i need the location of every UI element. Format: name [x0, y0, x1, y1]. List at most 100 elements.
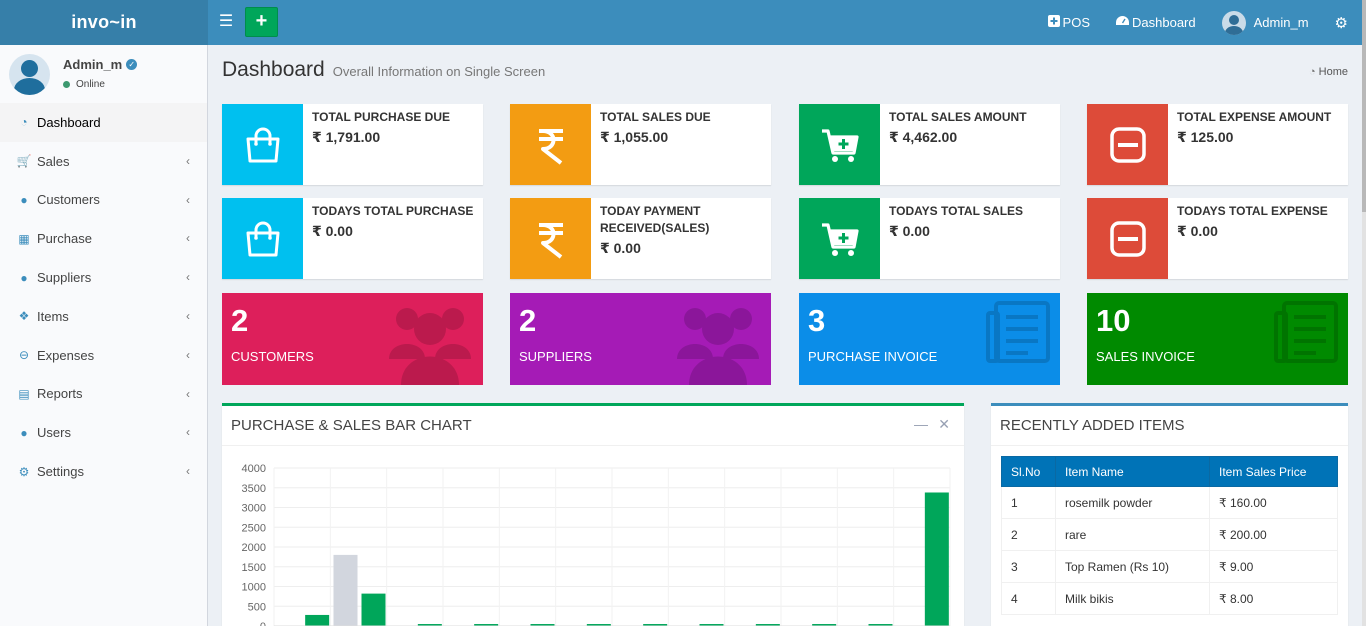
stat-box[interactable]: 2 SUPPLIERS: [510, 293, 771, 385]
page-scrollbar[interactable]: [1362, 0, 1366, 626]
table-cell: 3: [1001, 550, 1056, 583]
grid-icon: ▦: [18, 231, 30, 246]
y-tick-label: 3000: [242, 503, 266, 515]
sidebar-item-label: Purchase: [37, 231, 92, 247]
top-navbar: ☰ + POS Dashboard Admin_m ⚙: [208, 0, 1366, 45]
sidebar-item-dashboard[interactable]: ◔ Dashboard: [0, 103, 207, 142]
y-tick-label: 1000: [242, 582, 266, 594]
stat-label: PURCHASE INVOICE: [808, 349, 938, 364]
info-box: TOTAL EXPENSE AMOUNT ₹ 125.00: [1087, 104, 1348, 185]
sidebar-item-label: Settings: [37, 464, 84, 480]
sidebar-item-reports[interactable]: ▤ Reports ‹: [0, 375, 207, 414]
stat-box[interactable]: 2 CUSTOMERS: [222, 293, 483, 385]
recent-items-panel: RECENTLY ADDED ITEMS Sl.No Item Name Ite…: [991, 403, 1348, 626]
app-logo[interactable]: invo~in: [0, 0, 208, 45]
stat-box[interactable]: 3 PURCHASE INVOICE: [799, 293, 1060, 385]
chevron-left-icon: ‹: [186, 386, 190, 401]
menu-toggle-icon[interactable]: ☰: [218, 13, 234, 30]
sidebar-item-expenses[interactable]: ⊖ Expenses ‹: [0, 336, 207, 375]
user-plus-icon: ●: [20, 270, 28, 285]
sidebar-item-items[interactable]: ❖ Items ‹: [0, 297, 207, 336]
info-label: TOTAL EXPENSE AMOUNT: [1177, 110, 1332, 124]
bar: [474, 624, 499, 626]
bar-chart-icon: ▤: [18, 386, 30, 401]
chevron-left-icon: ‹: [186, 425, 190, 440]
stat-number: 10: [1096, 303, 1131, 338]
info-text: TODAYS TOTAL SALES ₹ 0.00: [889, 203, 1054, 240]
panel-divider: [222, 445, 964, 446]
sidebar-item-settings[interactable]: ⚙ Settings ‹: [0, 452, 207, 491]
online-dot-icon: [63, 81, 70, 88]
bar: [924, 492, 949, 626]
info-value: ₹ 0.00: [889, 223, 930, 239]
bar: [586, 624, 611, 626]
stat-label: CUSTOMERS: [231, 349, 314, 364]
sidebar-item-purchase[interactable]: ▦ Purchase ‹: [0, 219, 207, 258]
stat-box[interactable]: 10 SALES INVOICE: [1087, 293, 1348, 385]
sidebar-user-name: Admin_m: [63, 57, 123, 72]
info-label: TODAY PAYMENT RECEIVED(SALES): [600, 204, 710, 235]
info-box: TOTAL SALES DUE ₹ 1,055.00: [510, 104, 771, 185]
sidebar-item-label: Customers: [37, 192, 100, 208]
recent-items-table: Sl.No Item Name Item Sales Price 1 rosemi…: [1001, 456, 1338, 615]
bar: [305, 614, 330, 626]
info-label: TODAYS TOTAL EXPENSE: [1177, 204, 1328, 218]
table-header-row: Sl.No Item Name Item Sales Price: [1001, 456, 1338, 487]
table-row[interactable]: 4 Milk bikis ₹ 8.00: [1001, 582, 1338, 615]
gears-icon: ⚙: [18, 464, 30, 479]
info-box: TOTAL SALES AMOUNT ₹ 4,462.00: [799, 104, 1060, 185]
user-avatar: [9, 54, 50, 95]
plus-square-icon: [1047, 15, 1060, 30]
stat-number: 2: [519, 303, 537, 338]
page-subtitle: Overall Information on Single Screen: [332, 64, 546, 79]
scrollbar-thumb[interactable]: [1362, 0, 1366, 212]
table-cell: 1: [1001, 486, 1056, 519]
pos-label: POS: [1062, 15, 1091, 30]
chevron-left-icon: ‹: [186, 308, 190, 323]
sidebar-item-customers[interactable]: ● Customers ‹: [0, 181, 207, 220]
content-header: Dashboard Overall Information on Single …: [222, 58, 545, 82]
sidebar-item-suppliers[interactable]: ● Suppliers ‹: [0, 258, 207, 297]
collapse-icon[interactable]: —: [914, 416, 928, 432]
table-row[interactable]: 1 rosemilk powder ₹ 160.00: [1001, 486, 1338, 519]
user-panel: Admin_m ✓ Online: [0, 45, 207, 103]
info-text: TOTAL SALES DUE ₹ 1,055.00: [600, 109, 765, 146]
minus-square-icon: [1087, 104, 1168, 185]
breadcrumb[interactable]: ◔ Home: [1309, 66, 1348, 78]
info-text: TODAY PAYMENT RECEIVED(SALES) ₹ 0.00: [600, 203, 765, 257]
document-icon: [986, 299, 1052, 368]
dashboard-label: Dashboard: [1132, 15, 1196, 30]
user-status: Online: [63, 79, 105, 90]
table-cell: rare: [1055, 518, 1210, 551]
sidebar-item-label: Users: [37, 425, 71, 441]
pos-link[interactable]: POS: [1035, 0, 1103, 45]
close-icon[interactable]: ✕: [938, 416, 950, 432]
info-value: ₹ 0.00: [1177, 223, 1218, 239]
sidebar-item-sales[interactable]: 🛒 Sales ‹: [0, 142, 207, 181]
add-button[interactable]: +: [245, 7, 278, 37]
settings-toggle[interactable]: ⚙: [1322, 0, 1366, 45]
info-box: TODAYS TOTAL PURCHASE ₹ 0.00: [222, 198, 483, 279]
verified-icon: ✓: [126, 59, 138, 70]
stat-number: 2: [231, 303, 249, 338]
cart-plus-icon: [799, 104, 880, 185]
rupee-icon: [510, 198, 591, 279]
users-icon: ●: [20, 425, 28, 440]
bar: [755, 624, 780, 626]
shopping-bag-icon: [222, 198, 303, 279]
column-header: Sl.No: [1001, 456, 1056, 487]
table-row[interactable]: 2 rare ₹ 200.00: [1001, 518, 1338, 551]
cart-plus-icon: [799, 198, 880, 279]
page-title: Dashboard: [222, 58, 325, 81]
table-cell: 2: [1001, 518, 1056, 551]
sidebar-item-users[interactable]: ● Users ‹: [0, 413, 207, 452]
dashboard-link[interactable]: Dashboard: [1103, 0, 1209, 45]
info-value: ₹ 1,055.00: [600, 129, 669, 145]
avatar: [1221, 10, 1246, 35]
stat-label: SALES INVOICE: [1096, 349, 1195, 364]
y-tick-label: 2000: [242, 542, 266, 554]
table-row[interactable]: 3 Top Ramen (Rs 10) ₹ 9.00: [1001, 550, 1338, 583]
breadcrumb-home[interactable]: Home: [1318, 66, 1348, 78]
user-menu[interactable]: Admin_m: [1209, 0, 1322, 45]
chart-panel: PURCHASE & SALES BAR CHART — ✕ 0 500 1000 1…: [222, 403, 964, 626]
